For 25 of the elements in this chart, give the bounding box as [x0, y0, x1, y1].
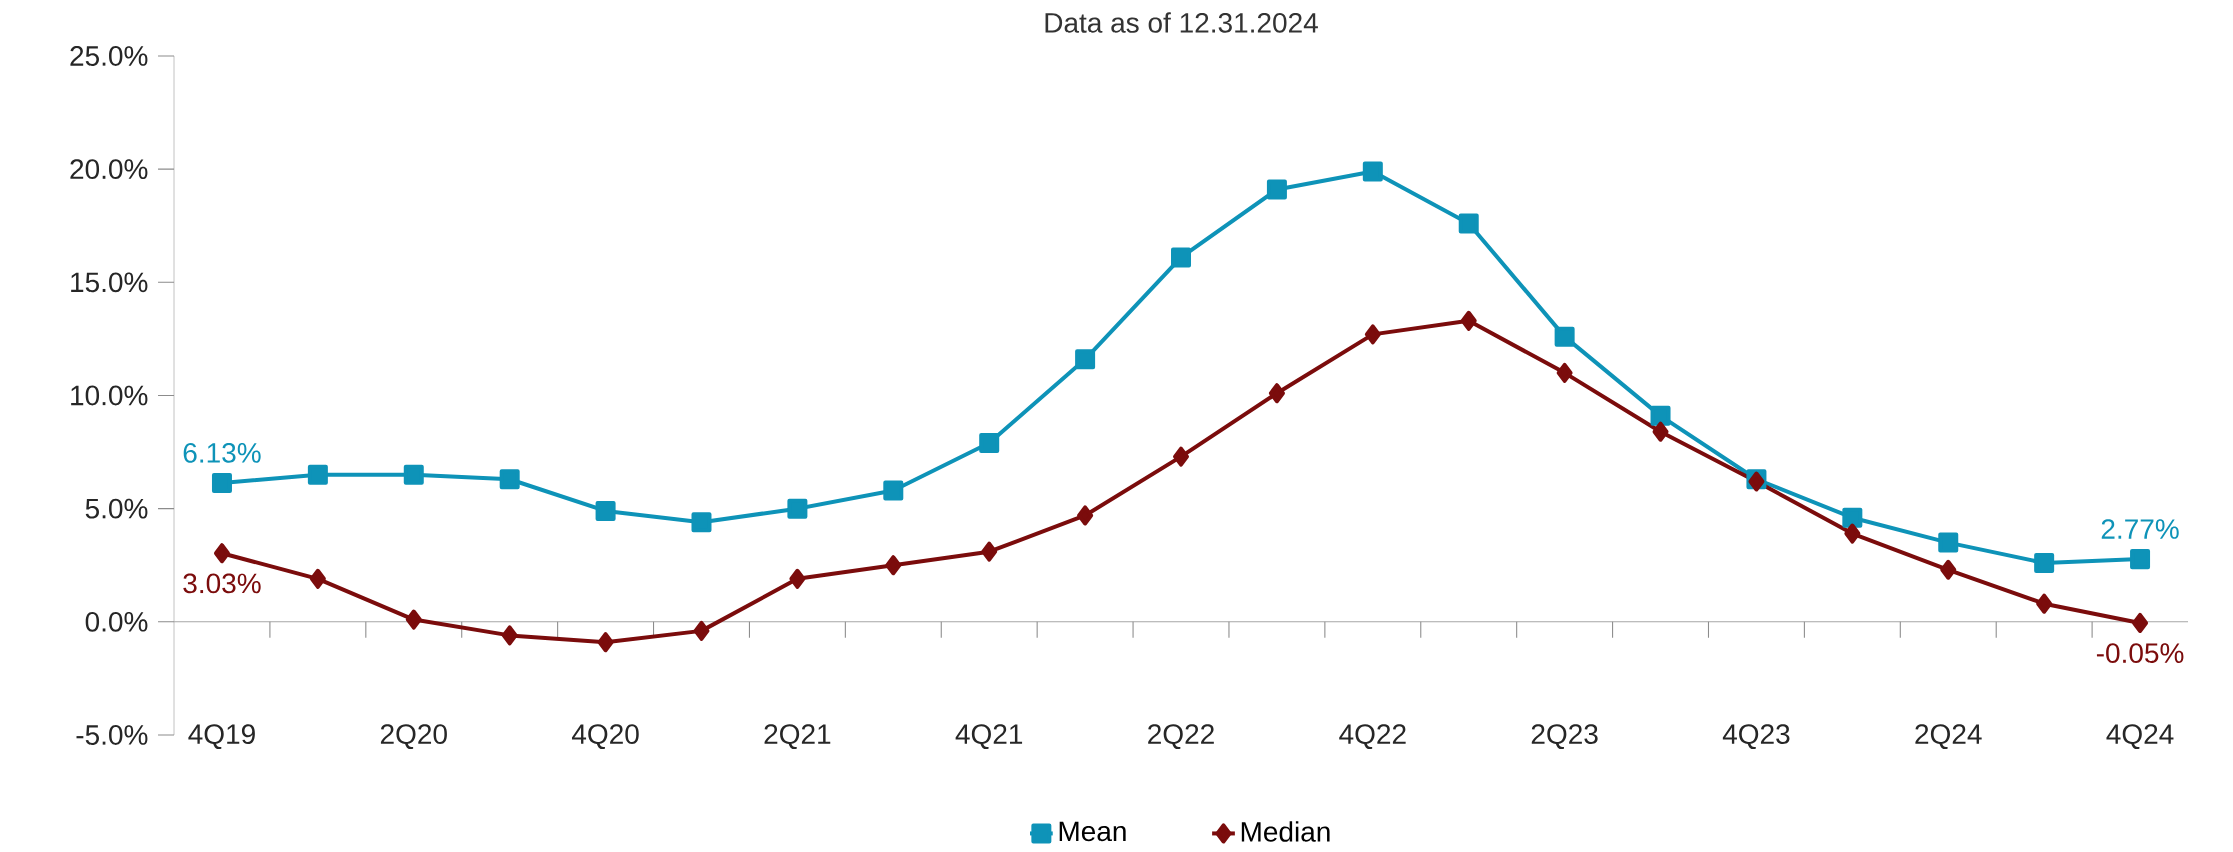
data-label: -0.05%: [2096, 643, 2184, 664]
data-label: 2.77%: [2101, 519, 2179, 539]
x-tick-label: 2Q23: [1531, 724, 1598, 750]
x-tick-label: 4Q21: [955, 724, 1023, 750]
y-tick-label: 15.0%: [71, 272, 148, 293]
data-label: 3.03%: [183, 573, 261, 594]
x-tick-label: 4Q23: [1722, 724, 1790, 750]
chart-subtitle: Data as of 12.31.2024: [1045, 12, 1318, 33]
x-tick-label: 4Q24: [2106, 724, 2174, 750]
data-label: 6.13%: [183, 442, 261, 463]
legend-label: Mean: [1059, 821, 1126, 842]
y-tick-label: 10.0%: [71, 385, 148, 406]
x-tick-label: 2Q20: [380, 724, 447, 750]
y-tick-label: 25.0%: [70, 46, 148, 66]
x-tick-label: 4Q19: [188, 724, 255, 750]
y-tick-label: 20.0%: [70, 159, 148, 180]
x-tick-label: 4Q22: [1339, 724, 1406, 750]
y-tick-label: -5.0%: [76, 725, 148, 745]
x-tick-label: 4Q20: [571, 724, 639, 750]
legend-label: Median: [1241, 821, 1330, 842]
x-tick-label: 2Q22: [1148, 724, 1214, 750]
x-tick-label: 2Q24: [1915, 724, 1982, 750]
y-tick-label: 0.0%: [85, 611, 148, 632]
x-tick-label: 2Q21: [764, 724, 831, 750]
y-tick-label: 5.0%: [85, 498, 148, 519]
